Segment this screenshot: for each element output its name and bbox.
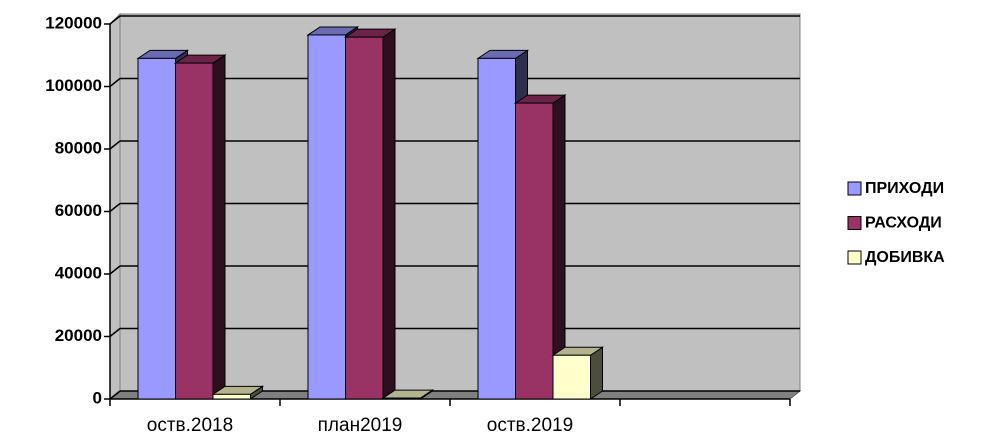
grid-line-side xyxy=(109,327,121,338)
bar xyxy=(551,346,605,400)
x-tick-label: оств.2018 xyxy=(147,415,233,436)
grid-line-side xyxy=(109,15,121,25)
bar-front xyxy=(137,57,176,400)
y-tick-label: 20000 xyxy=(55,326,102,345)
bar-side xyxy=(590,346,603,400)
bar-front xyxy=(477,57,516,400)
y-tick-label: 60000 xyxy=(55,201,102,220)
legend-swatch xyxy=(847,181,862,196)
bar-front xyxy=(212,393,251,400)
bar-front xyxy=(382,397,421,400)
legend-label: ДОБИВКА xyxy=(865,249,945,266)
bar xyxy=(211,385,265,400)
x-tick-label: оств.2019 xyxy=(487,415,573,436)
bar xyxy=(173,54,227,400)
y-tick-label: 80000 xyxy=(55,138,102,157)
legend-swatch xyxy=(847,250,862,265)
y-tick-label: 40000 xyxy=(55,263,102,282)
bar-front xyxy=(345,36,384,400)
grid-line-side xyxy=(109,265,121,275)
legend-label: РАСХОДИ xyxy=(865,215,942,232)
bar-front xyxy=(515,102,554,400)
bar-front xyxy=(307,34,346,400)
y-tick-label: 100000 xyxy=(45,76,102,95)
grid-line-side xyxy=(109,202,121,213)
side-wall xyxy=(109,12,121,401)
legend-label: ПРИХОДИ xyxy=(865,180,944,197)
y-tick-label: 0 xyxy=(93,388,102,407)
x-tick-label: план2019 xyxy=(318,415,403,436)
bar-front xyxy=(552,354,591,400)
bar xyxy=(513,94,567,400)
bar xyxy=(381,389,435,400)
grid-line-side xyxy=(109,140,121,150)
grid-line-side xyxy=(109,390,121,400)
bar-side xyxy=(212,54,226,400)
y-tick-label: 120000 xyxy=(45,13,102,32)
bar xyxy=(343,28,397,400)
bar-front xyxy=(175,62,214,400)
grid-line-side xyxy=(109,77,121,88)
legend-swatch xyxy=(847,216,862,230)
bar-side xyxy=(382,28,396,400)
